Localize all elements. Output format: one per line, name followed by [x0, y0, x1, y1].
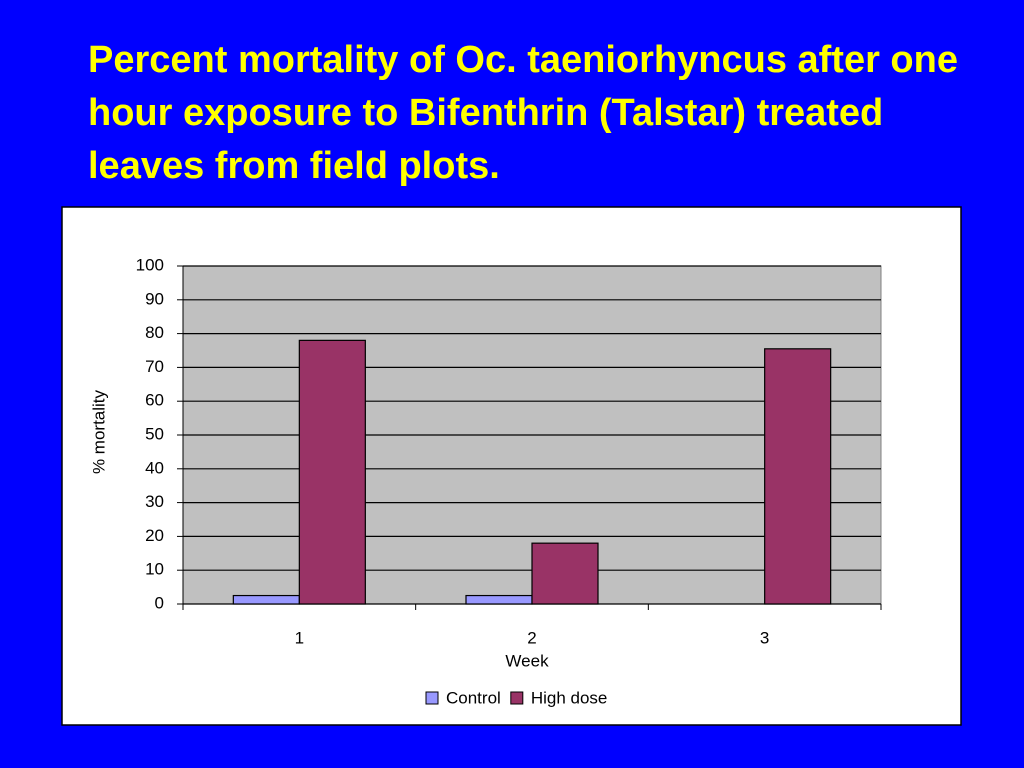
y-tick-label: 40 [145, 458, 164, 477]
legend-swatch [510, 691, 524, 705]
bar [232, 594, 300, 605]
y-axis-title: % mortality [89, 389, 108, 474]
legend-label: Control [446, 688, 501, 707]
y-tick-label: 90 [145, 289, 164, 308]
y-tick-label: 30 [145, 492, 164, 511]
x-tick-label: 1 [295, 628, 304, 647]
y-tick-label: 20 [145, 526, 164, 545]
y-tick-label: 60 [145, 391, 164, 410]
y-tick-label: 10 [145, 560, 164, 579]
chart-title: Percent mortality of Oc. taeniorhyncus a… [88, 39, 958, 187]
x-tick-label: 2 [527, 628, 536, 647]
legend-swatch [425, 691, 439, 705]
x-tick-label: 3 [760, 628, 769, 647]
y-tick-label: 0 [155, 593, 164, 612]
bar [764, 348, 832, 605]
bar [531, 542, 599, 605]
y-tick-label: 70 [145, 357, 164, 376]
y-tick-label: 50 [145, 424, 164, 443]
y-tick-label: 100 [136, 255, 164, 274]
bar [465, 594, 533, 605]
y-tick-label: 80 [145, 323, 164, 342]
bar [298, 339, 366, 605]
x-axis-title: Week [505, 651, 549, 670]
legend-label: High dose [531, 688, 608, 707]
